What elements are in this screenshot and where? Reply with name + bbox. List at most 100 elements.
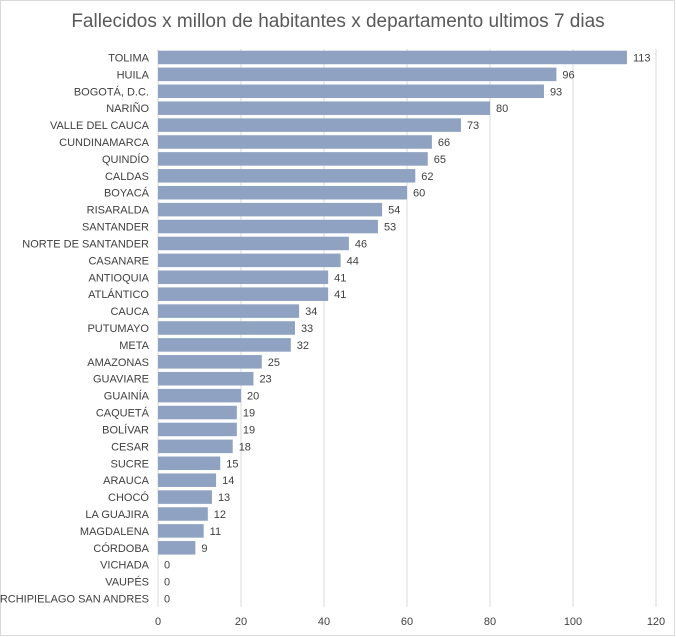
x-tick-label: 120 xyxy=(647,616,665,628)
category-label: QUINDÍO xyxy=(102,153,150,166)
value-label: 12 xyxy=(214,509,226,521)
category-label: CESAR xyxy=(111,441,149,453)
category-label: BOLÍVAR xyxy=(102,423,149,436)
value-label: 11 xyxy=(210,526,221,538)
x-tick-label: 0 xyxy=(155,616,161,628)
x-tick-label: 40 xyxy=(318,616,330,628)
value-label: 46 xyxy=(355,238,367,250)
category-label: HUILA xyxy=(117,69,150,81)
x-tick-label: 100 xyxy=(564,616,582,628)
category-label: CASANARE xyxy=(88,255,149,267)
category-label: TOLIMA xyxy=(108,52,149,64)
category-label: ARAUCA xyxy=(103,475,150,487)
bar xyxy=(158,405,237,420)
value-label: 80 xyxy=(496,103,508,115)
category-label: CALDAS xyxy=(105,171,149,183)
category-label: SUCRE xyxy=(110,458,149,470)
value-labels: 1139693807366656260545346444141343332252… xyxy=(164,52,650,605)
bar xyxy=(158,152,428,166)
bar xyxy=(158,84,544,99)
value-label: 18 xyxy=(239,441,251,453)
bar xyxy=(158,371,254,386)
category-label: ATLÁNTICO xyxy=(88,288,149,301)
value-label: 41 xyxy=(334,272,346,284)
bar xyxy=(158,304,300,318)
category-label: VALLE DEL CAUCA xyxy=(50,120,150,132)
value-label: 65 xyxy=(434,154,446,166)
value-label: 66 xyxy=(438,137,450,149)
bar xyxy=(158,439,233,454)
category-label: CAQUETÁ xyxy=(96,407,150,420)
value-label: 32 xyxy=(297,340,309,352)
x-axis-ticks: 0 20 40 60 80 100 120 xyxy=(155,616,665,628)
value-label: 44 xyxy=(347,255,359,267)
value-label: 20 xyxy=(247,391,259,403)
value-label: 33 xyxy=(301,323,313,335)
value-label: 14 xyxy=(222,475,234,487)
bar xyxy=(158,456,221,471)
category-label: CAUCA xyxy=(110,306,149,318)
value-label: 53 xyxy=(384,222,396,234)
bar xyxy=(158,202,383,217)
bar xyxy=(158,422,237,437)
category-label: NARIÑO xyxy=(106,102,149,115)
category-label: ARCHIPIELAGO SAN ANDRES xyxy=(0,594,149,606)
bar xyxy=(158,185,407,200)
value-label: 19 xyxy=(243,408,255,420)
value-label: 41 xyxy=(334,289,346,301)
category-label: MAGDALENA xyxy=(80,526,150,538)
value-label: 9 xyxy=(201,543,207,555)
bar xyxy=(158,118,461,132)
category-label: VICHADA xyxy=(100,560,150,572)
category-label: RISARALDA xyxy=(87,205,150,217)
category-label: CHOCÓ xyxy=(108,491,149,504)
x-tick-label: 20 xyxy=(235,616,247,628)
category-label: BOYACÁ xyxy=(104,187,150,200)
bar xyxy=(158,388,241,403)
bar xyxy=(158,101,490,115)
value-label: 96 xyxy=(562,69,574,81)
category-label: PUTUMAYO xyxy=(87,323,149,335)
value-label: 0 xyxy=(164,594,170,606)
bar xyxy=(158,67,557,82)
category-label: BOGOTÁ, D.C. xyxy=(74,85,149,98)
value-label: 113 xyxy=(633,52,651,64)
category-label: GUAVIARE xyxy=(93,374,149,386)
bar xyxy=(158,490,212,504)
bar xyxy=(158,473,217,487)
category-label: AMAZONAS xyxy=(87,357,149,369)
category-labels: TOLIMA HUILA BOGOTÁ, D.C. NARIÑO VALLE DEL C… xyxy=(0,52,150,605)
category-label: META xyxy=(119,340,149,352)
bar xyxy=(158,321,295,335)
value-label: 25 xyxy=(268,357,280,369)
value-label: 60 xyxy=(413,188,425,200)
bar xyxy=(158,50,627,65)
value-label: 93 xyxy=(550,86,562,98)
bar xyxy=(158,541,196,555)
value-label: 62 xyxy=(421,171,433,183)
bars xyxy=(158,50,627,555)
category-label: GUAINÍA xyxy=(104,390,150,403)
value-label: 23 xyxy=(259,374,271,386)
bar xyxy=(158,219,378,234)
bar xyxy=(158,355,262,369)
category-label: SANTANDER xyxy=(82,222,149,234)
bar xyxy=(158,338,291,352)
bar xyxy=(158,507,208,521)
category-label: CUNDINAMARCA xyxy=(59,137,150,149)
bar xyxy=(158,287,329,301)
x-tick-label: 60 xyxy=(401,616,413,628)
value-label: 34 xyxy=(305,306,317,318)
category-label: CÓRDOBA xyxy=(93,542,149,555)
value-label: 0 xyxy=(164,560,170,572)
category-label: ANTIOQUIA xyxy=(88,272,149,284)
bar xyxy=(158,270,329,285)
value-label: 13 xyxy=(218,492,230,504)
value-label: 0 xyxy=(164,577,170,589)
bar xyxy=(158,135,432,149)
category-label: LA GUAJIRA xyxy=(85,509,149,521)
bar xyxy=(158,253,341,268)
bar xyxy=(158,169,416,183)
